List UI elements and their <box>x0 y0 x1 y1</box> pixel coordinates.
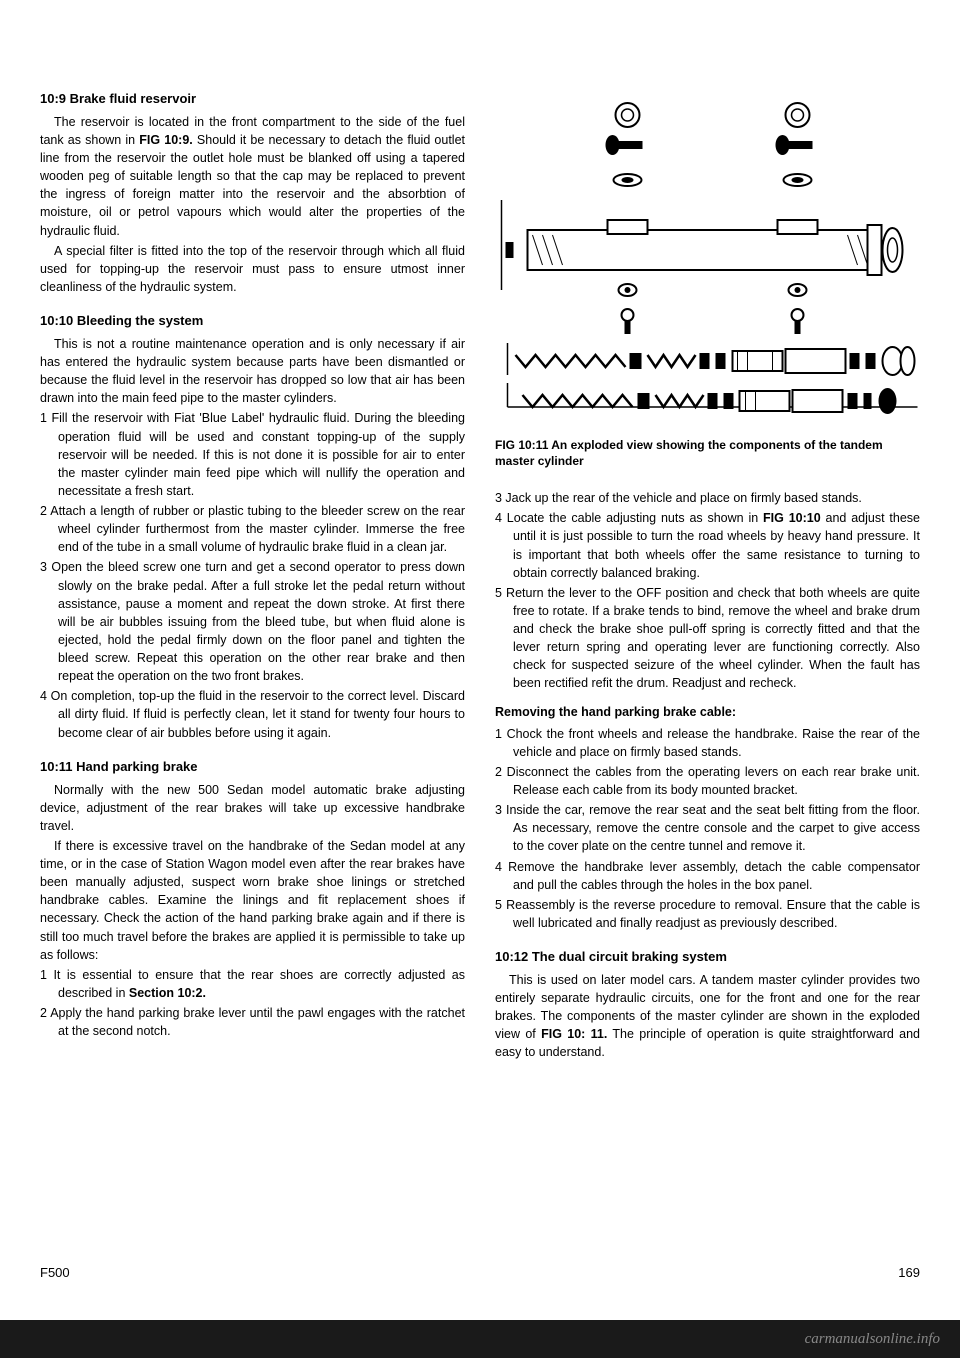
figure-caption: FIG 10:11 An exploded view showing the c… <box>495 438 920 469</box>
section-heading-10-9: 10:9 Brake fluid reservoir <box>40 90 465 109</box>
list-item: 3 Jack up the rear of the vehicle and pl… <box>495 489 920 507</box>
right-column: FIG 10:11 An exploded view showing the c… <box>495 90 920 1064</box>
list-item: 1 Chock the front wheels and release the… <box>495 725 920 761</box>
paragraph: If there is excessive travel on the hand… <box>40 837 465 964</box>
paragraph: This is used on later model cars. A tand… <box>495 971 920 1062</box>
manual-page: 10:9 Brake fluid reservoir The reservoir… <box>0 0 960 1320</box>
list-item: 3 Inside the car, remove the rear seat a… <box>495 801 920 855</box>
watermark-bar: carmanualsonline.info <box>0 1320 960 1358</box>
section-heading-10-10: 10:10 Bleeding the system <box>40 312 465 331</box>
list-item: 5 Reassembly is the reverse procedure to… <box>495 896 920 932</box>
list-item: 2 Disconnect the cables from the operati… <box>495 763 920 799</box>
watermark-text: carmanualsonline.info <box>805 1331 940 1348</box>
step-list: 1 It is essential to ensure that the rea… <box>40 966 465 1041</box>
list-item: 3 Open the bleed screw one turn and get … <box>40 558 465 685</box>
list-item: 1 It is essential to ensure that the rea… <box>40 966 465 1002</box>
left-column: 10:9 Brake fluid reservoir The reservoir… <box>40 90 465 1064</box>
paragraph: Normally with the new 500 Sedan model au… <box>40 781 465 835</box>
page-footer: F500 169 <box>40 1265 920 1280</box>
step-list-continued: 3 Jack up the rear of the vehicle and pl… <box>495 489 920 692</box>
page-number: 169 <box>898 1265 920 1280</box>
paragraph: The reservoir is located in the front co… <box>40 113 465 240</box>
section-heading-10-12: 10:12 The dual circuit braking system <box>495 948 920 967</box>
list-item: 5 Return the lever to the OFF position a… <box>495 584 920 693</box>
list-item: 4 Locate the cable adjusting nuts as sho… <box>495 509 920 582</box>
list-item: 2 Apply the hand parking brake lever unt… <box>40 1004 465 1040</box>
section-heading-10-11: 10:11 Hand parking brake <box>40 758 465 777</box>
subheading-removing: Removing the hand parking brake cable: <box>495 703 920 721</box>
list-item: 2 Attach a length of rubber or plastic t… <box>40 502 465 556</box>
footer-model: F500 <box>40 1265 70 1280</box>
step-list: 1 Fill the reservoir with Fiat 'Blue Lab… <box>40 409 465 741</box>
paragraph: A special filter is fitted into the top … <box>40 242 465 296</box>
exploded-view-illustration <box>495 90 920 430</box>
step-list: 1 Chock the front wheels and release the… <box>495 725 920 932</box>
paragraph: This is not a routine maintenance operat… <box>40 335 465 408</box>
list-item: 4 Remove the handbrake lever assembly, d… <box>495 858 920 894</box>
list-item: 4 On completion, top-up the fluid in the… <box>40 687 465 741</box>
list-item: 1 Fill the reservoir with Fiat 'Blue Lab… <box>40 409 465 500</box>
two-column-layout: 10:9 Brake fluid reservoir The reservoir… <box>40 90 920 1064</box>
figure-10-11 <box>495 90 920 430</box>
